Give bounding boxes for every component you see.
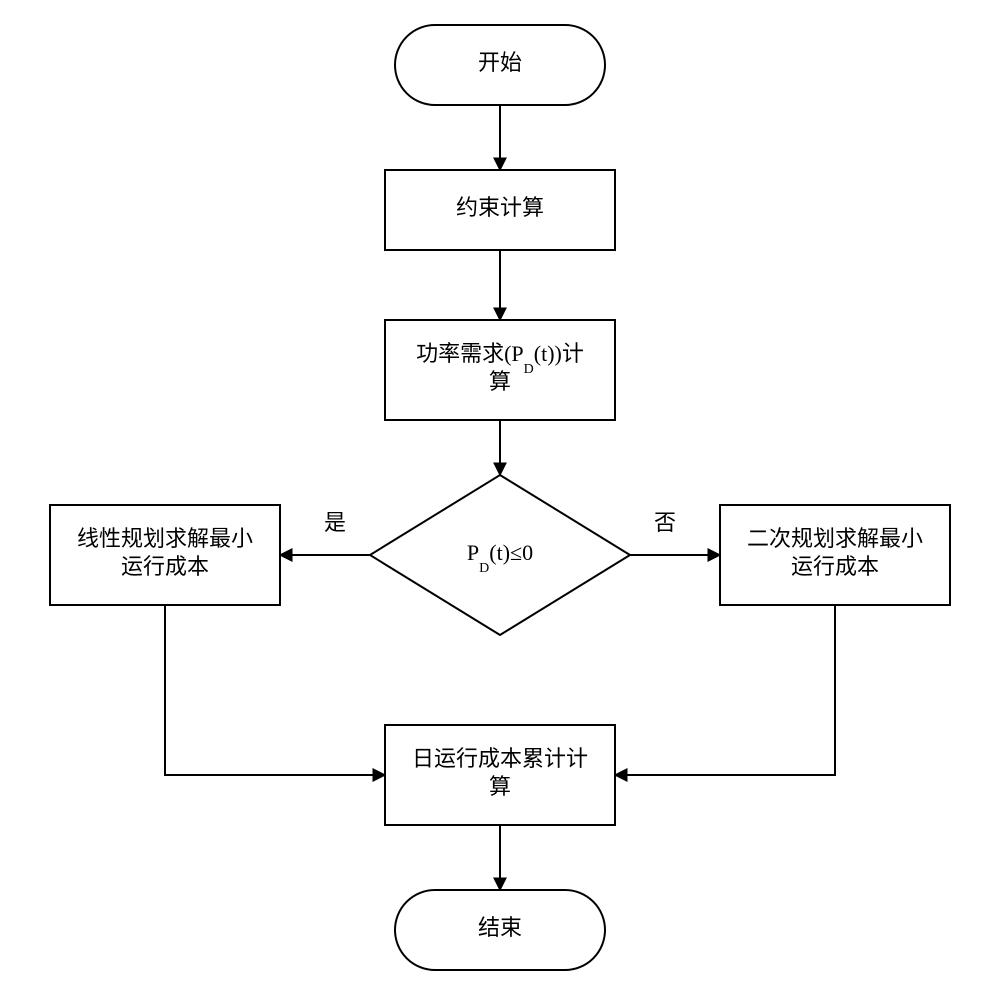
node-daily_cost-text-0: 日运行成本累计计	[412, 746, 588, 771]
node-linear_prog-text-0: 线性规划求解最小	[77, 526, 253, 551]
edge-quad_prog-daily_cost	[615, 605, 835, 775]
node-constraint-text-0: 约束计算	[456, 195, 544, 220]
node-daily_cost: 日运行成本累计计算	[385, 725, 615, 825]
node-linear_prog: 线性规划求解最小运行成本	[50, 505, 280, 605]
edge-label-否: 否	[654, 510, 676, 535]
node-quad_prog-text-0: 二次规划求解最小	[747, 526, 923, 551]
node-end: 结束	[395, 890, 605, 970]
node-quad_prog: 二次规划求解最小运行成本	[720, 505, 950, 605]
flowchart-diagram: 是否开始约束计算功率需求(PD(t))计算PD(t)≤0线性规划求解最小运行成本…	[0, 0, 1000, 995]
node-start-text-0: 开始	[478, 50, 522, 75]
edge-linear_prog-daily_cost	[165, 605, 385, 775]
node-decision: PD(t)≤0	[370, 475, 630, 635]
node-power_demand-text-1: 算	[489, 369, 511, 394]
node-constraint: 约束计算	[385, 170, 615, 250]
node-linear_prog-text-1: 运行成本	[121, 554, 209, 579]
node-daily_cost-text-1: 算	[489, 774, 511, 799]
edge-label-是: 是	[324, 510, 346, 535]
node-quad_prog-text-1: 运行成本	[791, 554, 879, 579]
node-power_demand: 功率需求(PD(t))计算	[385, 320, 615, 420]
node-start: 开始	[395, 25, 605, 105]
node-end-text-0: 结束	[478, 915, 522, 940]
